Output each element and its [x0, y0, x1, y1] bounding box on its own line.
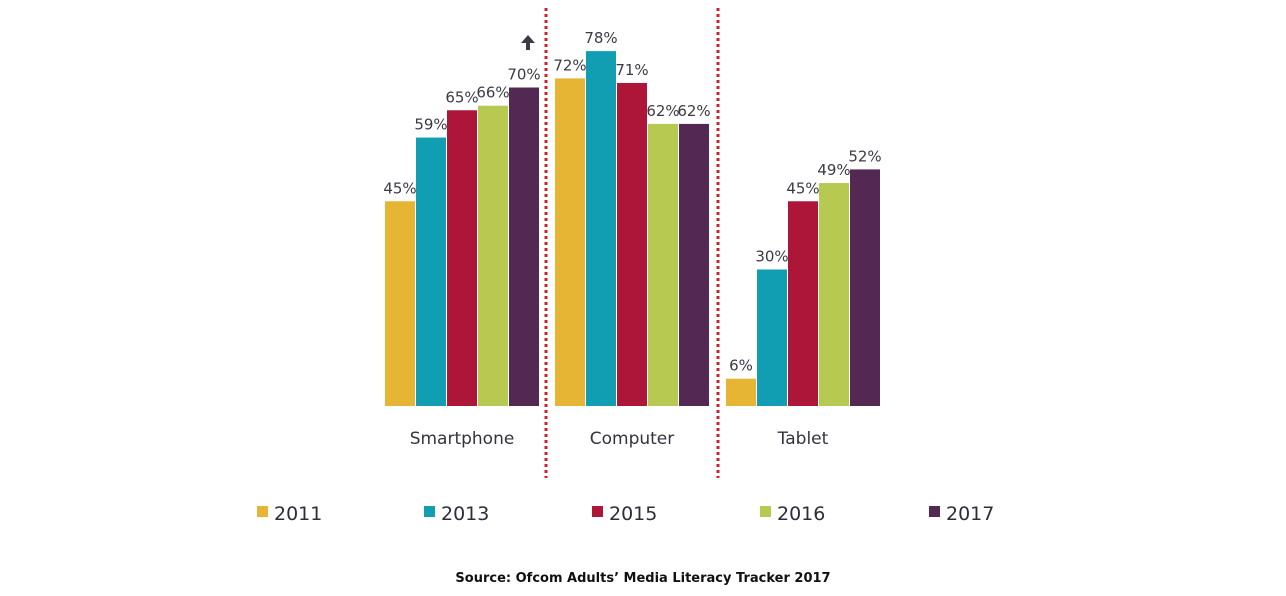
legend-swatch-2017 [929, 506, 940, 517]
legend-label-2013: 2013 [441, 503, 489, 525]
data-label: 45% [383, 179, 416, 197]
up-arrow-icon [521, 35, 535, 50]
data-label: 71% [615, 61, 648, 79]
legend-label-2011: 2011 [274, 503, 322, 525]
legend-label-2015: 2015 [609, 503, 657, 525]
bar-chart: 45% 59% 65%66%70% Smartphone 72% 78% 71% 62%62%… [257, 8, 994, 525]
category-label: Tablet [777, 429, 829, 449]
legend-swatch-2013 [424, 506, 435, 517]
bar-smartphone-2016 [478, 105, 508, 406]
bar-computer-2017 [679, 123, 709, 407]
bar-smartphone-2013 [416, 137, 446, 407]
data-label: 65% [445, 88, 478, 106]
data-label: 30% [755, 248, 788, 266]
data-label: 78% [584, 29, 617, 47]
data-label: 45% [786, 179, 819, 197]
source-note: Source: Ofcom Adults’ Media Literacy Tra… [455, 571, 831, 586]
legend-swatch-2015 [592, 506, 603, 517]
legend-swatch-2016 [760, 506, 771, 517]
data-label: 49% [817, 161, 850, 179]
bar-smartphone-2017 [509, 87, 539, 406]
bar-tablet-2011 [726, 378, 756, 406]
data-label: 59% [414, 116, 447, 134]
data-label: 62% [677, 102, 710, 120]
bar-tablet-2016 [819, 183, 849, 406]
bar-tablet-2013 [757, 269, 787, 406]
bar-computer-2013 [586, 51, 616, 406]
legend-label-2016: 2016 [777, 503, 825, 525]
bar-computer-2011 [555, 78, 585, 407]
bar-tablet-2017 [850, 169, 880, 406]
data-label: 6% [729, 357, 753, 375]
bar-tablet-2015 [788, 201, 818, 406]
bar-computer-2015 [617, 82, 647, 406]
legend-label-2017: 2017 [946, 503, 994, 525]
data-label: 66% [476, 84, 509, 102]
data-label: 52% [848, 147, 881, 165]
category-label: Computer [590, 429, 675, 449]
data-label: 70% [507, 66, 540, 84]
legend-swatch-2011 [257, 506, 268, 517]
data-label: 72% [553, 56, 586, 74]
bar-smartphone-2011 [385, 201, 415, 406]
bar-computer-2016 [648, 123, 678, 407]
category-label: Smartphone [410, 429, 515, 449]
bar-smartphone-2015 [447, 110, 477, 406]
data-label: 62% [646, 102, 679, 120]
